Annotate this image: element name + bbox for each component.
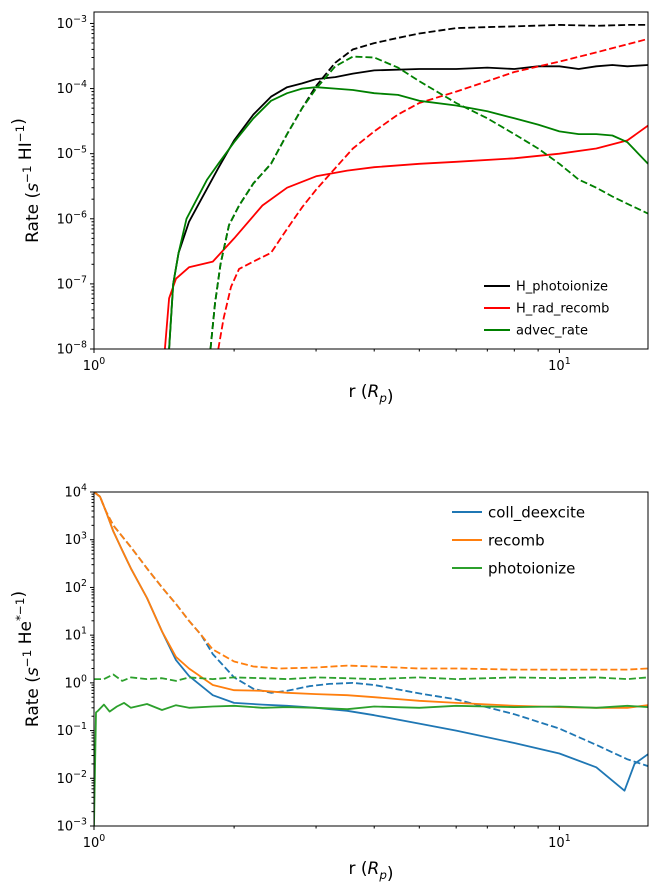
series-group (164, 24, 648, 349)
y-tick-label: 10−3 (57, 14, 87, 32)
x-axis-label: r (Rp) (348, 859, 393, 884)
series-group (94, 492, 648, 826)
legend-label: H_photoionize (516, 280, 608, 295)
chart-panel-2: 10−3 10−2 10−1 100 101 102 103 104 100 101 r (Rp) R… (9, 483, 649, 884)
series-line-recomb-solid (94, 492, 648, 709)
legend-label: advec_rate (516, 324, 588, 339)
y-tick-label: 102 (64, 578, 87, 596)
y-tick-label: 100 (64, 673, 87, 691)
series-line-advec-rate-solid (168, 86, 648, 349)
legend: H_photoionize H_rad_recomb advec_rate (478, 272, 643, 342)
series-line-photoionize-dashed (94, 673, 648, 682)
legend-label: coll_deexcite (488, 503, 585, 522)
y-tick-label: 10−3 (57, 817, 87, 835)
y-tick-label: 10−6 (57, 209, 87, 227)
plot-frame (93, 11, 649, 350)
plot-frame (93, 491, 649, 827)
y-tick-label: 10−8 (57, 340, 87, 358)
x-axis-label: r (Rp) (348, 382, 393, 407)
series-line-h-rad-recomb-dashed (217, 38, 648, 349)
y-tick-label: 10−7 (57, 274, 87, 292)
legend-label: recomb (488, 531, 545, 549)
y-axis-label: Rate (s−1 HI−1) (9, 118, 43, 243)
series-line-h-photoionize-solid (168, 64, 648, 349)
y-tick-label: 103 (64, 530, 87, 548)
legend-label: photoionize (488, 559, 575, 577)
x-tick-label: 101 (548, 833, 571, 851)
y-tick-label: 10−2 (57, 769, 87, 787)
legend-label: H_rad_recomb (516, 302, 609, 317)
x-tick-label: 100 (83, 833, 106, 851)
y-tick-label: 10−5 (57, 144, 87, 162)
series-line-recomb-dashed (94, 492, 648, 671)
y-tick-label: 101 (64, 626, 87, 644)
y-axis-label: Rate (s−1 He*−1) (9, 591, 43, 727)
series-line-h-rad-recomb-solid (164, 124, 648, 349)
chart-panel-1: 10−8 10−7 10−6 10−5 10−4 10−3 100 101 r (Rp) Rate… (9, 11, 649, 407)
x-tick-label: 100 (83, 356, 106, 374)
x-tick-label: 101 (548, 356, 571, 374)
y-tick-label: 104 (64, 483, 87, 501)
series-line-photoionize-solid (94, 702, 648, 826)
y-tick-label: 10−1 (57, 721, 87, 739)
y-tick-label: 10−4 (57, 79, 87, 97)
